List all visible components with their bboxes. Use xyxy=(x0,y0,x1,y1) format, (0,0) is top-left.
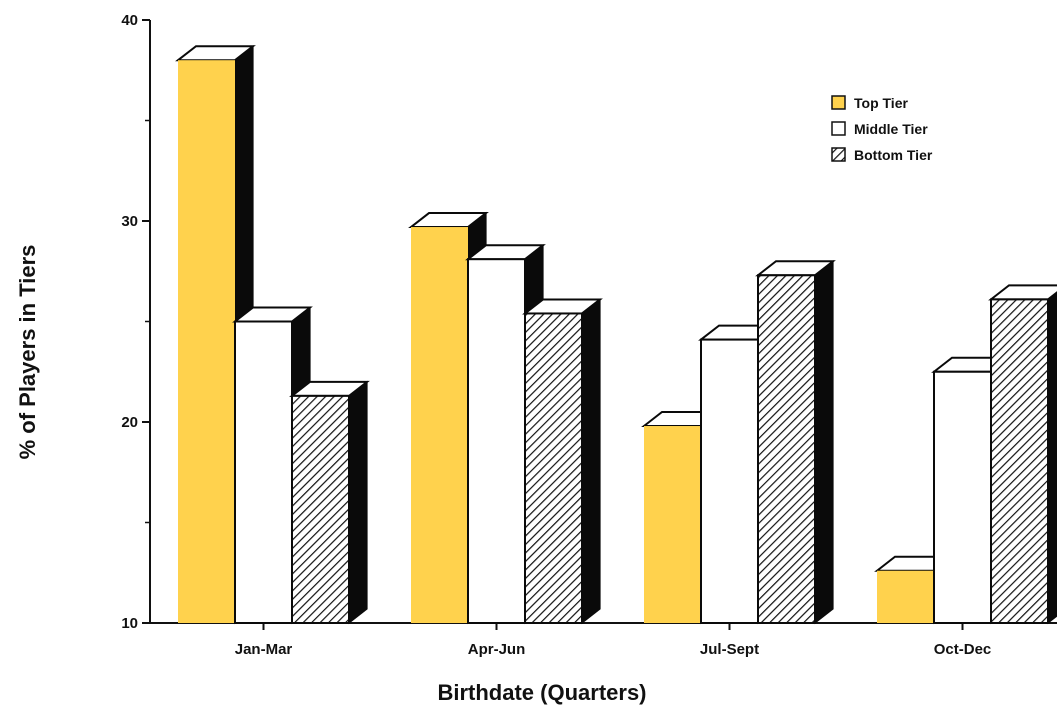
legend-item: Top Tier xyxy=(831,95,908,111)
legend-label: Bottom Tier xyxy=(854,147,933,163)
bar-top xyxy=(988,284,1057,301)
legend-label: Top Tier xyxy=(854,95,908,111)
x-tick-label: Jan-Mar xyxy=(235,641,293,658)
bar-front xyxy=(700,338,759,624)
y-tick-label: 10 xyxy=(121,615,138,632)
y-tick-label: 40 xyxy=(121,12,138,29)
bar-front xyxy=(467,258,526,624)
bars xyxy=(175,44,1057,625)
x-axis-title: Birthdate (Quarters) xyxy=(437,680,646,705)
bar-front xyxy=(644,426,701,623)
bar-front xyxy=(178,60,235,623)
bar xyxy=(522,298,603,625)
bar-front xyxy=(990,298,1049,624)
bar-front xyxy=(234,320,293,624)
legend-swatch xyxy=(831,121,846,136)
bar-front xyxy=(291,394,350,624)
bar xyxy=(755,260,836,625)
bar-front xyxy=(524,312,583,624)
legend-label: Middle Tier xyxy=(854,121,928,137)
bar xyxy=(289,380,370,625)
legend-swatch xyxy=(831,147,846,162)
bar-side xyxy=(581,298,601,625)
legend: Top Tier Middle Tier Bottom Tier xyxy=(831,95,933,163)
bar xyxy=(988,284,1057,625)
bar-front xyxy=(933,370,992,624)
x-tick-label: Jul-Sept xyxy=(700,641,759,658)
legend-item: Bottom Tier xyxy=(831,147,933,163)
bar-front xyxy=(411,227,468,623)
bar-side xyxy=(814,260,834,625)
legend-swatch xyxy=(831,95,846,110)
bar-front xyxy=(877,570,934,623)
y-tick-label: 30 xyxy=(121,213,138,230)
x-tick-label: Oct-Dec xyxy=(934,641,992,658)
y-axis-title: % of Players in Tiers xyxy=(15,245,40,460)
bar-side xyxy=(348,380,368,625)
legend-item: Middle Tier xyxy=(831,121,928,137)
y-tick-label: 20 xyxy=(121,414,138,431)
bar-side xyxy=(1047,291,1057,625)
x-tick-label: Apr-Jun xyxy=(468,641,526,658)
bar-front xyxy=(757,274,816,624)
